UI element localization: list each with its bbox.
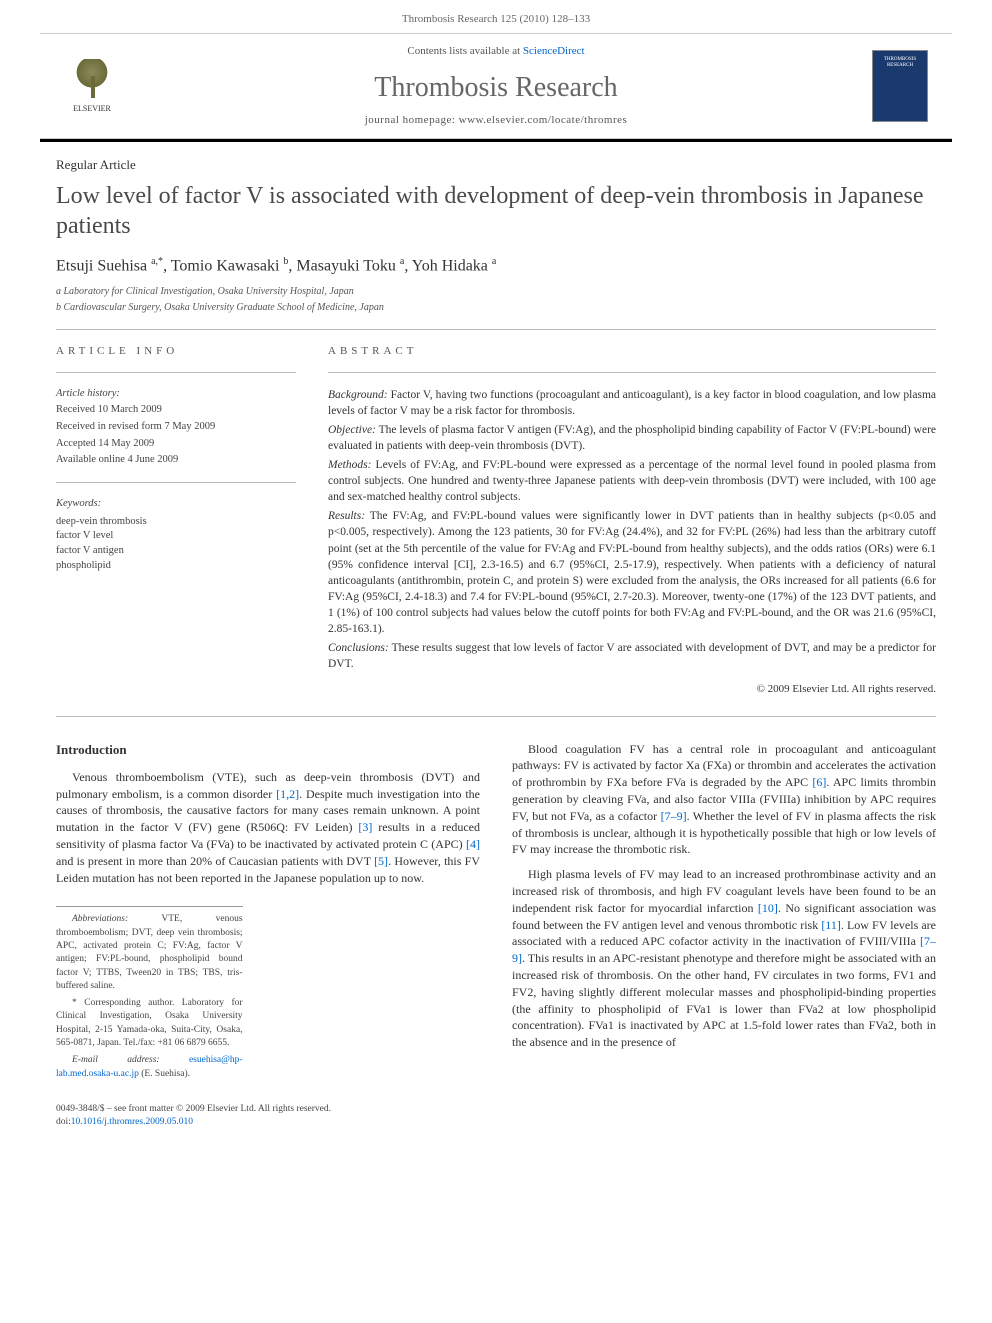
- citation-link[interactable]: [11]: [821, 918, 841, 932]
- divider: [56, 716, 936, 717]
- article-history: Article history: Received 10 March 2009 R…: [56, 387, 296, 468]
- doi-line: doi:10.1016/j.thromres.2009.05.010: [56, 1116, 331, 1129]
- elsevier-tree-icon: [70, 59, 114, 103]
- segment-label: Results:: [328, 510, 365, 522]
- abstract-segment: Conclusions: These results suggest that …: [328, 640, 936, 672]
- citation-link[interactable]: [7–9]: [512, 934, 936, 965]
- keyword: phospholipid: [56, 559, 296, 574]
- keyword: deep-vein thrombosis: [56, 515, 296, 530]
- divider: [56, 482, 296, 483]
- abbrev-text: VTE, venous thromboembolism; DVT, deep v…: [56, 914, 243, 990]
- issn-line: 0049-3848/$ – see front matter © 2009 El…: [56, 1103, 331, 1116]
- keywords-block: Keywords: deep-vein thrombosisfactor V l…: [56, 497, 296, 573]
- article-type: Regular Article: [56, 156, 936, 174]
- banner-center: Contents lists available at ScienceDirec…: [120, 44, 872, 128]
- abstract-segment: Objective: The levels of plasma factor V…: [328, 422, 936, 454]
- segment-text: The FV:Ag, and FV:PL-bound values were s…: [328, 510, 936, 635]
- doi-link[interactable]: 10.1016/j.thromres.2009.05.010: [71, 1117, 193, 1127]
- body-col-left: Introduction Venous thromboembolism (VTE…: [56, 741, 480, 1085]
- homepage-prefix: journal homepage:: [365, 114, 459, 126]
- segment-label: Conclusions:: [328, 642, 389, 654]
- segment-label: Methods:: [328, 459, 371, 471]
- body-paragraph: Venous thromboembolism (VTE), such as de…: [56, 769, 480, 887]
- keyword: factor V level: [56, 529, 296, 544]
- citation-link[interactable]: [1,2]: [276, 787, 299, 801]
- email-label: E-mail address:: [72, 1055, 160, 1065]
- cover-label: THROMBOSIS RESEARCH: [873, 57, 927, 69]
- abbreviations: Abbreviations: VTE, venous thromboemboli…: [56, 913, 243, 993]
- citation-link[interactable]: [6]: [812, 775, 826, 789]
- history-label: Article history:: [56, 387, 296, 402]
- abstract-segment: Background: Factor V, having two functio…: [328, 387, 936, 419]
- body-paragraph: Blood coagulation FV has a central role …: [512, 741, 936, 859]
- history-item: Received 10 March 2009: [56, 403, 296, 418]
- abstract-head: ABSTRACT: [328, 344, 936, 359]
- bottom-bar: 0049-3848/$ – see front matter © 2009 El…: [56, 1097, 936, 1130]
- citation-link[interactable]: [5]: [374, 854, 388, 868]
- citation-link[interactable]: [10]: [758, 901, 778, 915]
- contents-line: Contents lists available at ScienceDirec…: [120, 44, 872, 59]
- abstract-segment: Methods: Levels of FV:Ag, and FV:PL-boun…: [328, 457, 936, 505]
- keyword: factor V antigen: [56, 544, 296, 559]
- affiliation: b Cardiovascular Surgery, Osaka Universi…: [56, 301, 936, 315]
- citation-link[interactable]: [4]: [466, 837, 480, 851]
- citation-link[interactable]: [7–9]: [661, 809, 687, 823]
- segment-text: Factor V, having two functions (procoagu…: [328, 389, 936, 417]
- introduction-head: Introduction: [56, 741, 480, 759]
- article-title: Low level of factor V is associated with…: [56, 181, 936, 241]
- article-info-head: ARTICLE INFO: [56, 344, 296, 359]
- body-columns: Introduction Venous thromboembolism (VTE…: [56, 741, 936, 1085]
- abstract-body: Background: Factor V, having two functio…: [328, 387, 936, 673]
- footnotes: Abbreviations: VTE, venous thromboemboli…: [56, 906, 243, 1081]
- abbrev-label: Abbreviations:: [72, 914, 128, 924]
- bottom-left: 0049-3848/$ – see front matter © 2009 El…: [56, 1103, 331, 1130]
- article-info-col: ARTICLE INFO Article history: Received 1…: [56, 344, 296, 697]
- divider: [56, 372, 296, 373]
- divider: [56, 329, 936, 330]
- abstract-segment: Results: The FV:Ag, and FV:PL-bound valu…: [328, 508, 936, 637]
- history-item: Available online 4 June 2009: [56, 453, 296, 468]
- corresponding-author: * Corresponding author. Laboratory for C…: [56, 997, 243, 1050]
- elsevier-logo: ELSEVIER: [64, 54, 120, 118]
- email-suffix: (E. Suehisa).: [139, 1069, 190, 1079]
- segment-text: Levels of FV:Ag, and FV:PL-bound were ex…: [328, 459, 936, 503]
- publisher-name: ELSEVIER: [73, 103, 111, 114]
- segment-label: Background:: [328, 389, 388, 401]
- info-abstract-row: ARTICLE INFO Article history: Received 1…: [56, 344, 936, 697]
- body-col-right: Blood coagulation FV has a central role …: [512, 741, 936, 1085]
- divider: [328, 372, 936, 373]
- corr-label: * Corresponding author.: [72, 998, 174, 1008]
- journal-cover-thumbnail: THROMBOSIS RESEARCH: [872, 50, 928, 122]
- running-head: Thrombosis Research 125 (2010) 128–133: [0, 0, 992, 33]
- homepage-url: www.elsevier.com/locate/thromres: [459, 114, 628, 126]
- segment-text: These results suggest that low levels of…: [328, 642, 936, 670]
- segment-label: Objective:: [328, 424, 376, 436]
- doi-label: doi:: [56, 1117, 71, 1127]
- author-list: Etsuji Suehisa a,*, Tomio Kawasaki b, Ma…: [56, 255, 936, 278]
- keywords-label: Keywords:: [56, 497, 296, 512]
- citation-link[interactable]: [3]: [358, 820, 372, 834]
- contents-prefix: Contents lists available at: [407, 45, 522, 57]
- journal-banner: ELSEVIER Contents lists available at Sci…: [40, 33, 952, 139]
- affiliations: a Laboratory for Clinical Investigation,…: [56, 285, 936, 315]
- sciencedirect-link[interactable]: ScienceDirect: [523, 45, 585, 57]
- history-item: Accepted 14 May 2009: [56, 437, 296, 452]
- journal-name: Thrombosis Research: [120, 68, 872, 107]
- history-item: Received in revised form 7 May 2009: [56, 420, 296, 435]
- abstract-col: ABSTRACT Background: Factor V, having tw…: [328, 344, 936, 697]
- body-paragraph: High plasma levels of FV may lead to an …: [512, 866, 936, 1051]
- segment-text: The levels of plasma factor V antigen (F…: [328, 424, 936, 452]
- homepage-line: journal homepage: www.elsevier.com/locat…: [120, 113, 872, 128]
- affiliation: a Laboratory for Clinical Investigation,…: [56, 285, 936, 299]
- article-main: Regular Article Low level of factor V is…: [0, 142, 992, 1085]
- abstract-copyright: © 2009 Elsevier Ltd. All rights reserved…: [328, 682, 936, 697]
- email-line: E-mail address: esuehisa@hp-lab.med.osak…: [56, 1054, 243, 1081]
